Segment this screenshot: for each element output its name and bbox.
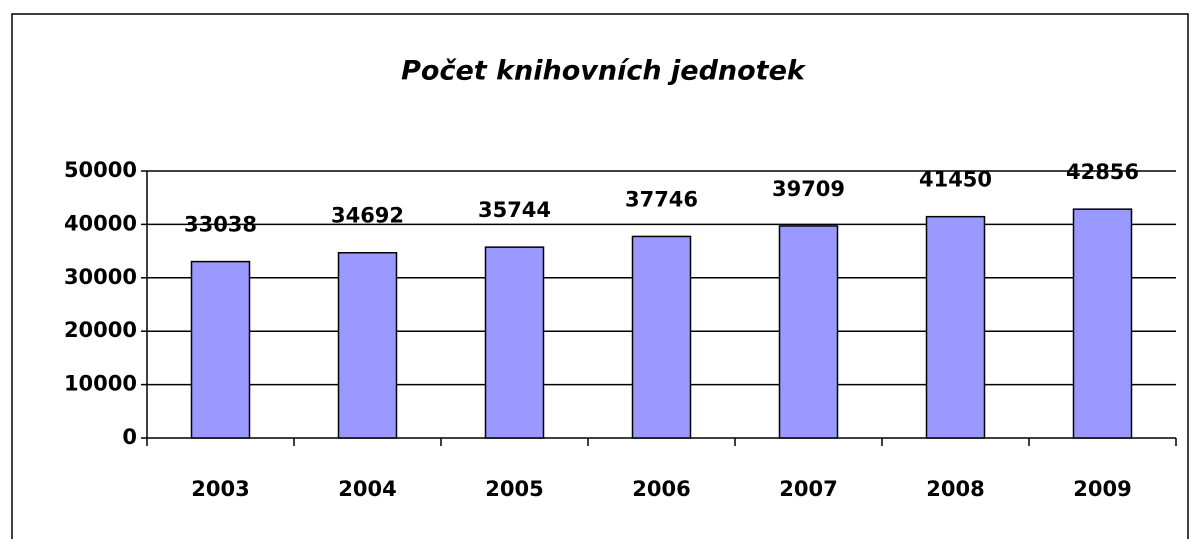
x-tick-label: 2004 <box>338 477 396 501</box>
bar <box>484 246 545 439</box>
x-tick-label: 2007 <box>779 477 837 501</box>
x-tick-label: 2005 <box>485 477 543 501</box>
data-label: 33038 <box>184 213 257 237</box>
data-label: 41450 <box>919 168 992 192</box>
y-tick-label: 30000 <box>64 265 137 289</box>
x-tick-label: 2008 <box>926 477 984 501</box>
y-tick-label: 40000 <box>64 211 137 235</box>
data-label: 34692 <box>331 204 404 228</box>
data-label: 35744 <box>478 198 551 222</box>
bar <box>190 260 251 439</box>
data-label: 37746 <box>625 187 698 211</box>
bar <box>337 251 398 439</box>
y-tick-label: 0 <box>122 425 137 449</box>
chart-title: Počet knihovních jednotek <box>401 56 807 87</box>
y-tick-label: 50000 <box>64 158 137 182</box>
bar <box>925 215 986 439</box>
x-tick-label: 2003 <box>191 477 249 501</box>
bar <box>631 235 692 439</box>
bar <box>778 225 839 439</box>
x-tick-label: 2006 <box>632 477 690 501</box>
y-tick-label: 20000 <box>64 318 137 342</box>
chart-frame <box>11 13 1189 539</box>
bar <box>1072 208 1133 439</box>
y-tick-label: 10000 <box>64 372 137 396</box>
x-tick-label: 2009 <box>1073 477 1131 501</box>
data-label: 42856 <box>1066 160 1139 184</box>
data-label: 39709 <box>772 177 845 201</box>
